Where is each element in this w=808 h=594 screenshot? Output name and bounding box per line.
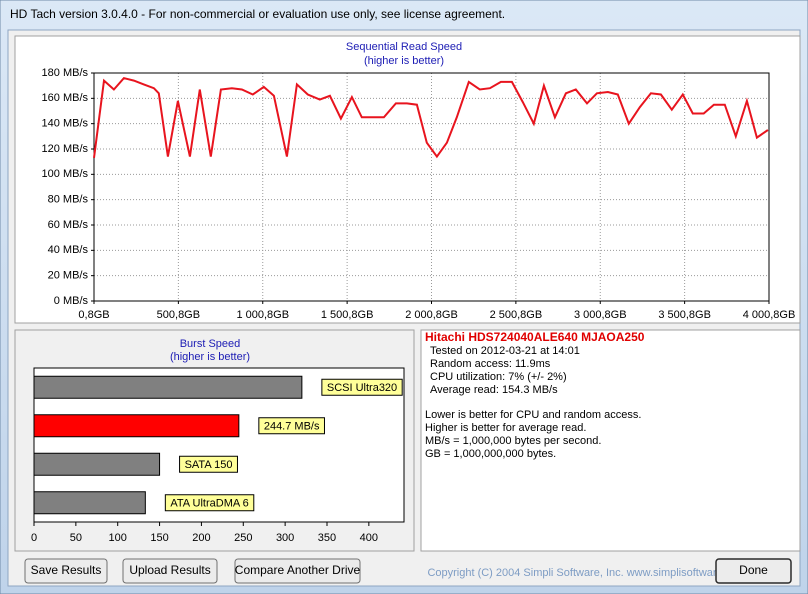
drive-name: Hitachi HDS724040ALE640 MJAOA250: [425, 330, 645, 344]
y-tick-label: 120 MB/s: [42, 143, 89, 155]
note-line: Lower is better for CPU and random acces…: [425, 409, 641, 421]
x-tick-label: 200: [192, 532, 210, 544]
x-tick-label: 0: [31, 532, 37, 544]
bar: [33, 375, 303, 399]
x-tick-label: 150: [150, 532, 168, 544]
button-label[interactable]: Save Results: [31, 563, 102, 577]
x-tick-label: 350: [318, 532, 336, 544]
chart-title: Burst Speed: [180, 338, 241, 350]
y-tick-label: 140 MB/s: [42, 118, 89, 130]
note-line: MB/s = 1,000,000 bytes per second.: [425, 435, 601, 447]
result-line: Random access: 11.9ms: [430, 358, 551, 370]
y-tick-label: 100 MB/s: [42, 168, 89, 180]
bar-label: SCSI Ultra320: [327, 382, 397, 394]
x-tick-label: 2 500,8GB: [490, 309, 543, 321]
y-tick-label: 0 MB/s: [54, 295, 89, 307]
bar: [33, 452, 161, 476]
button[interactable]: [122, 558, 218, 584]
window-title: HD Tach version 3.0.4.0 - For non-commer…: [10, 7, 505, 21]
result-line: Average read: 154.3 MB/s: [430, 384, 558, 396]
x-tick-label: 300: [276, 532, 294, 544]
bar-label: SATA 150: [185, 459, 233, 471]
y-tick-label: 80 MB/s: [48, 194, 89, 206]
y-tick-label: 40 MB/s: [48, 244, 89, 256]
x-tick-label: 100: [109, 532, 127, 544]
x-tick-label: 3 500,8GB: [658, 309, 711, 321]
plot-area: [93, 72, 770, 302]
x-tick-label: 3 000,8GB: [574, 309, 627, 321]
x-tick-label: 1 500,8GB: [321, 309, 374, 321]
sequential-panel: [14, 35, 801, 324]
y-tick-label: 160 MB/s: [42, 92, 89, 104]
x-tick-label: 0,8GB: [78, 309, 109, 321]
bar: [33, 414, 240, 438]
info-panel: [420, 329, 801, 552]
bar-label: 244.7 MB/s: [264, 421, 320, 433]
result-line: Tested on 2012-03-21 at 14:01: [430, 345, 580, 357]
chart-subtitle: (higher is better): [170, 351, 250, 363]
x-tick-label: 400: [360, 532, 378, 544]
y-tick-label: 60 MB/s: [48, 219, 89, 231]
label-box: [179, 455, 238, 473]
note-line: Higher is better for average read.: [425, 422, 586, 434]
chart-subtitle: (higher is better): [364, 55, 444, 67]
button[interactable]: [715, 558, 792, 584]
copyright: Copyright (C) 2004 Simpli Software, Inc.…: [427, 567, 746, 579]
bar: [33, 491, 146, 515]
speed-line: [93, 76, 769, 159]
button-label[interactable]: Compare Another Drive: [235, 563, 361, 577]
chart-title: Sequential Read Speed: [346, 41, 462, 53]
x-tick-label: 2 000,8GB: [405, 309, 458, 321]
label-box: [164, 494, 255, 512]
x-tick-label: 500,8GB: [157, 309, 200, 321]
x-tick-label: 50: [70, 532, 82, 544]
bar-label: ATA UltraDMA 6: [170, 498, 248, 510]
button[interactable]: [234, 558, 361, 584]
x-tick-label: 4 000,8GB: [743, 309, 796, 321]
x-tick-label: 1 000,8GB: [236, 309, 289, 321]
label-box: [258, 417, 325, 435]
result-line: CPU utilization: 7% (+/- 2%): [430, 371, 567, 383]
button-label[interactable]: Done: [739, 563, 768, 577]
y-tick-label: 20 MB/s: [48, 270, 89, 282]
note-line: GB = 1,000,000,000 bytes.: [425, 448, 556, 460]
y-tick-label: 180 MB/s: [42, 67, 89, 79]
button-label[interactable]: Upload Results: [129, 563, 210, 577]
x-tick-label: 250: [234, 532, 252, 544]
button[interactable]: [24, 558, 108, 584]
label-box: [321, 378, 403, 396]
